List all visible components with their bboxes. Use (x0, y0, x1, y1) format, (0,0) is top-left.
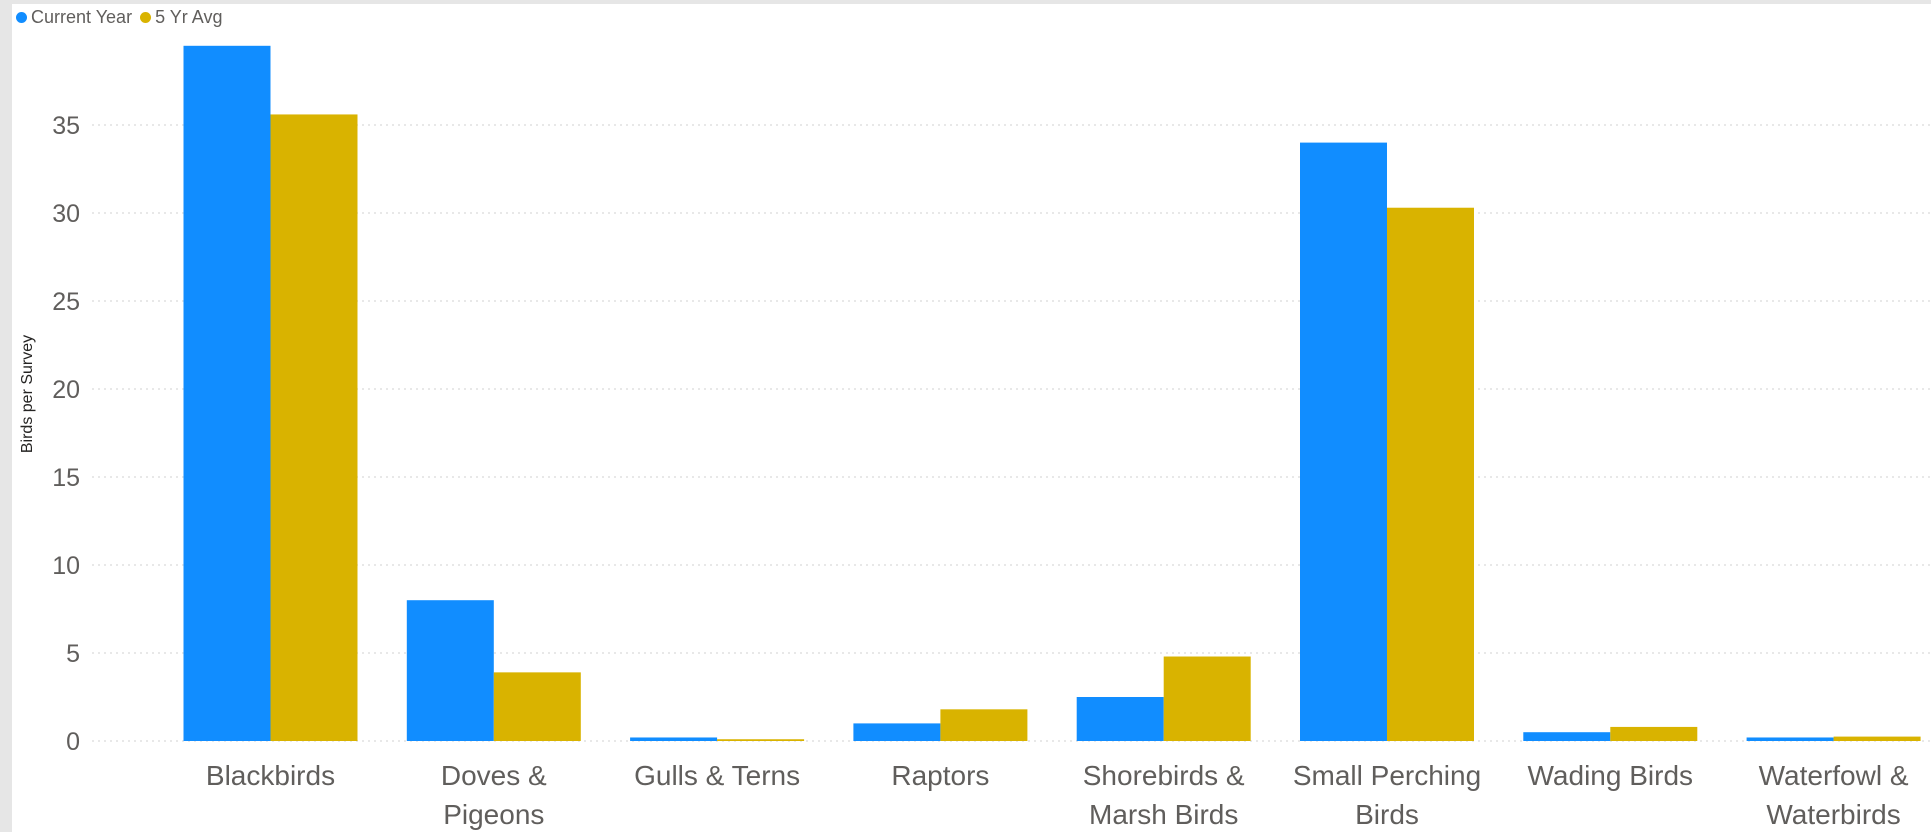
bar-current-year[interactable] (1300, 142, 1387, 742)
bar-5-yr-avg[interactable] (717, 739, 805, 741)
legend-label: Current Year (31, 6, 133, 27)
bar-current-year[interactable] (406, 600, 494, 741)
bar-current-year[interactable] (630, 737, 718, 741)
bar-current-year[interactable] (183, 45, 271, 742)
x-tick-label: Raptors (891, 760, 989, 791)
legend-item-5-yr-avg[interactable]: 5 Yr Avg (140, 7, 222, 28)
bar-5-yr-avg[interactable] (493, 672, 581, 741)
y-axis-label: Birds per Survey (19, 335, 36, 453)
gridlines (92, 124, 1931, 742)
bar-current-year[interactable] (1746, 737, 1834, 741)
legend: Current Year 5 Yr Avg (16, 6, 222, 28)
legend-dot-icon (16, 11, 27, 23)
y-tick-label: 15 (52, 464, 80, 492)
bar-5-yr-avg[interactable] (940, 709, 1028, 741)
legend-item-current-year[interactable]: Current Year (16, 7, 132, 28)
legend-label: 5 Yr Avg (155, 6, 223, 27)
bar-5-yr-avg[interactable] (1833, 736, 1921, 741)
y-tick-label: 20 (52, 376, 80, 404)
bar-5-yr-avg[interactable] (1610, 726, 1698, 741)
bar-5-yr-avg[interactable] (270, 114, 358, 741)
y-tick-label: 0 (66, 728, 80, 756)
x-tick-label: Gulls & Terns (634, 760, 800, 791)
x-tick-label: Blackbirds (206, 760, 335, 791)
bars (183, 45, 1921, 742)
y-axis-ticks: 0 5 10 15 20 25 30 35 (52, 112, 80, 756)
y-tick-label: 25 (52, 288, 80, 316)
legend-dot-icon (140, 11, 152, 23)
y-tick-label: 35 (52, 112, 80, 140)
bar-5-yr-avg[interactable] (1387, 207, 1474, 742)
bar-current-year[interactable] (853, 723, 941, 741)
x-tick-label: Shorebirds & Marsh Birds (1083, 760, 1245, 830)
x-tick-label: Small Perching Birds (1293, 760, 1481, 830)
bar-5-yr-avg[interactable] (1163, 656, 1251, 741)
x-axis-ticks: Blackbirds Doves & Pigeons Gulls & Terns Rap… (206, 760, 1909, 830)
x-tick-label: Doves & Pigeons (441, 760, 547, 830)
x-tick-label: Wading Birds (1528, 760, 1693, 791)
y-tick-label: 30 (52, 200, 80, 228)
bar-current-year[interactable] (1076, 697, 1164, 741)
y-tick-label: 10 (52, 552, 80, 580)
x-tick-label: Waterfowl & Waterbirds (1759, 760, 1909, 830)
bar-current-year[interactable] (1523, 732, 1611, 741)
y-tick-label: 5 (66, 640, 80, 668)
